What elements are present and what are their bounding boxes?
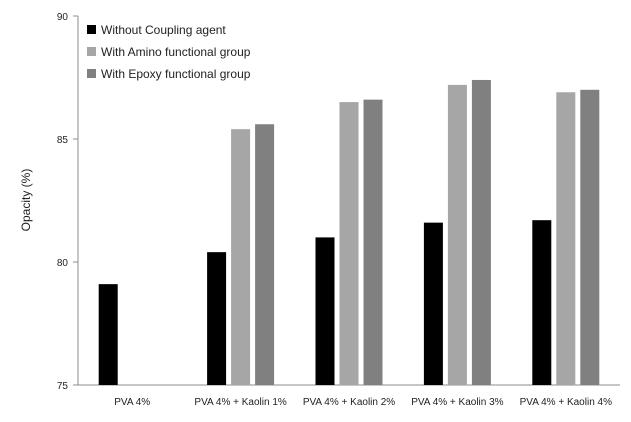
bar-series-3-category-5 (580, 89, 600, 386)
bar-series-1-category-4 (423, 222, 443, 385)
bar-series-2-category-4 (447, 84, 467, 385)
bar-series-1-category-1 (98, 284, 118, 385)
legend-label: Without Coupling agent (101, 23, 226, 37)
legend-label: With Amino functional group (101, 45, 251, 59)
legend-swatch (87, 47, 96, 56)
bar-series-1-category-2 (207, 252, 227, 385)
legend-swatch (87, 69, 96, 78)
bar-series-3-category-2 (255, 124, 275, 386)
bar-series-2-category-5 (556, 92, 576, 385)
legend-label: With Epoxy functional group (101, 67, 251, 81)
y-tick-label: 75 (57, 381, 69, 392)
legend: Without Coupling agent With Amino functio… (87, 23, 251, 81)
x-tick-label: PVA 4% (114, 397, 150, 408)
bar-series-3-category-3 (363, 99, 383, 385)
y-tick-label: 90 (57, 12, 69, 23)
x-tick-label: PVA 4% + Kaolin 1% (194, 397, 286, 408)
labels-layer: 75 80 85 90 PVA 4% PVA 4% + Kaolin 1% PVA 4% +… (57, 12, 612, 408)
y-axis-title: Opacity (%) (19, 169, 33, 232)
y-tick-label: 85 (57, 135, 69, 146)
bar-series-1-category-5 (532, 220, 552, 385)
bar-series-2-category-3 (339, 102, 359, 385)
legend-swatch (87, 25, 96, 34)
x-tick-label: PVA 4% + Kaolin 4% (520, 397, 612, 408)
x-tick-label: PVA 4% + Kaolin 3% (411, 397, 503, 408)
x-tick-label: PVA 4% + Kaolin 2% (303, 397, 395, 408)
bar-series-1-category-3 (315, 237, 335, 385)
bar-series-3-category-4 (471, 79, 491, 386)
bar-series-2-category-2 (231, 129, 251, 385)
bars-layer (98, 79, 600, 386)
y-tick-label: 80 (57, 258, 69, 269)
